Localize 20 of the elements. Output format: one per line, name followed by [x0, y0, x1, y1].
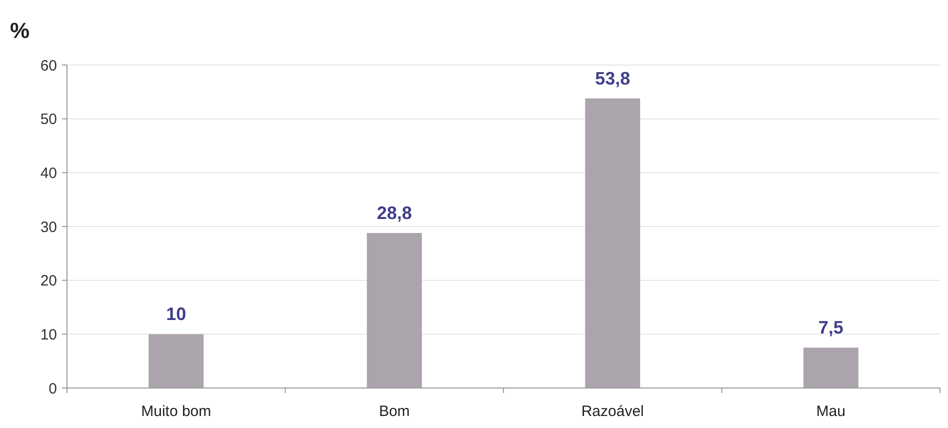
x-tick-label: Razoável — [581, 403, 644, 420]
bar — [148, 334, 204, 388]
bar — [366, 232, 422, 388]
data-label: 28,8 — [376, 202, 412, 223]
y-tick-label: 30 — [40, 218, 57, 236]
x-tick-label: Bom — [378, 403, 410, 420]
bar — [803, 348, 858, 388]
y-tick-label: 40 — [40, 164, 57, 182]
y-axis-title: % — [10, 18, 30, 43]
data-label: 10 — [166, 304, 186, 324]
x-tick-label: Muito bom — [141, 403, 212, 420]
data-label: 7,5 — [818, 318, 844, 338]
data-label: 53,8 — [595, 68, 630, 88]
x-tick-label: Mau — [816, 403, 846, 420]
bar — [585, 98, 640, 388]
y-tick-label: 10 — [40, 326, 57, 344]
y-tick-label: 0 — [48, 380, 57, 398]
y-tick-label: 60 — [40, 57, 57, 74]
y-tick-label: 50 — [40, 111, 57, 128]
y-tick-label: 20 — [40, 272, 57, 290]
